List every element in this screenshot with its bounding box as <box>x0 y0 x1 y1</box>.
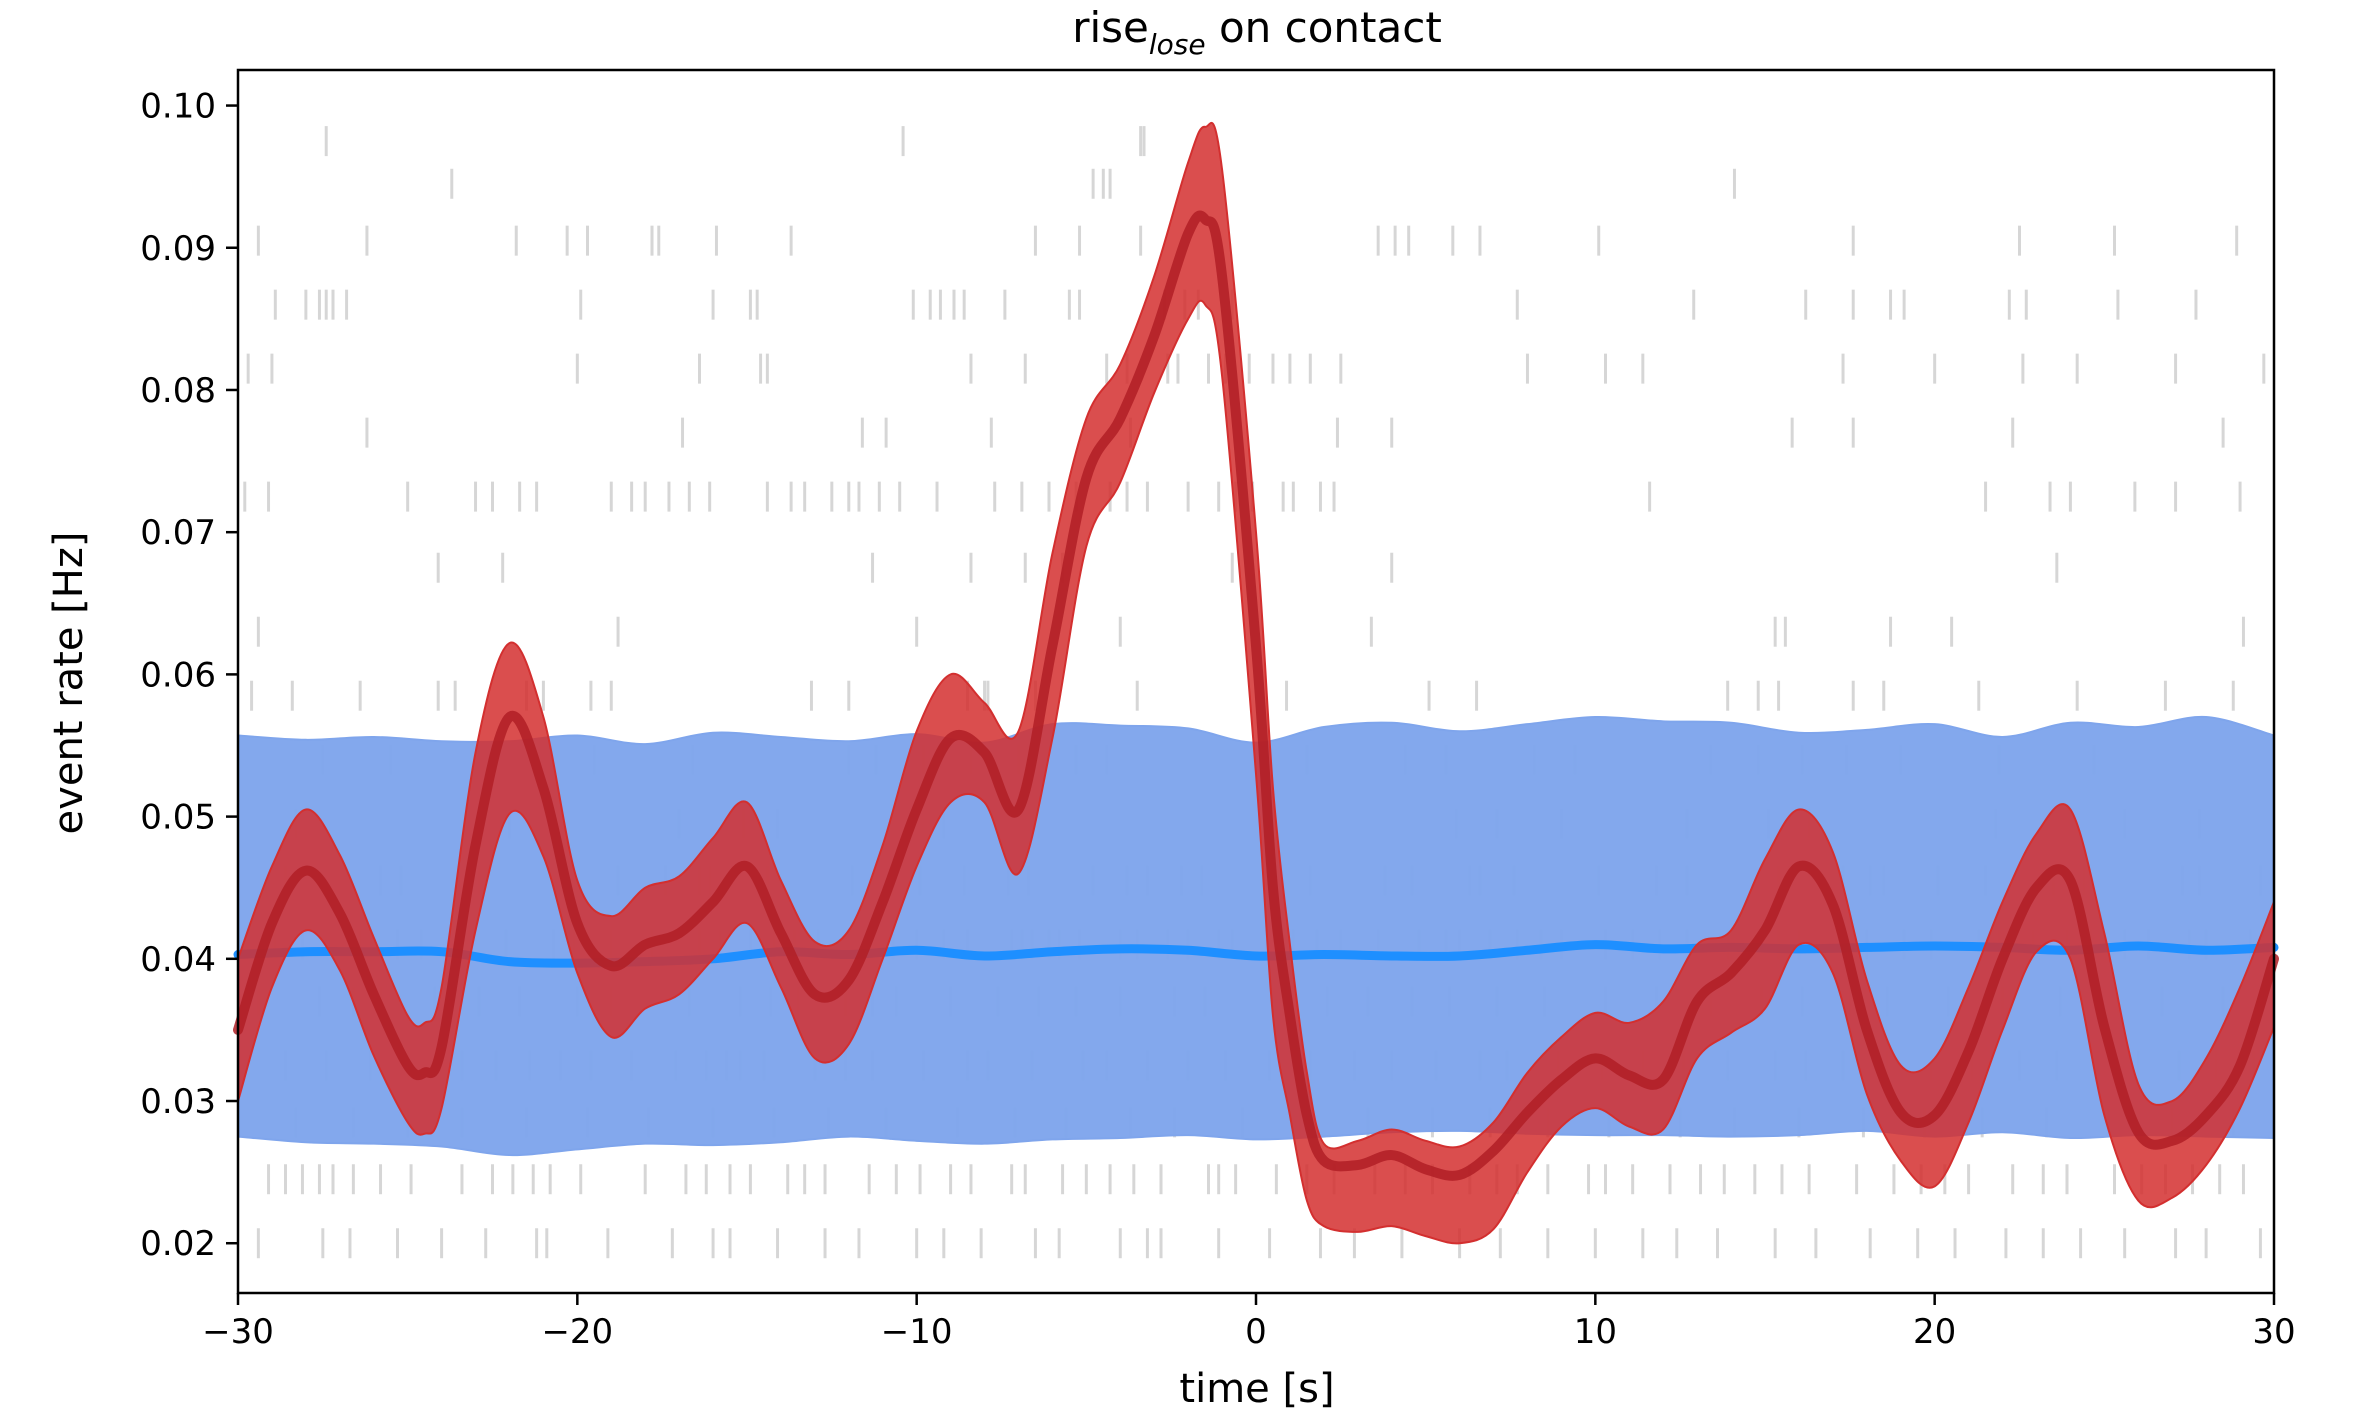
x-axis-label: time [s] <box>1179 1366 1334 1412</box>
y-tick-label: 0.08 <box>140 371 216 411</box>
y-axis: 0.02 0.03 0.04 0.05 0.06 0.07 0.08 0.09 0.10 <box>140 87 238 1264</box>
x-tick-label: 30 <box>2252 1312 2295 1352</box>
y-tick-label: 0.03 <box>140 1082 216 1122</box>
y-tick-label: 0.07 <box>140 513 216 553</box>
x-tick-label: 10 <box>1574 1312 1617 1352</box>
svg-text:riselose on contact: riselose on contact <box>1072 3 1442 61</box>
series-1-line <box>233 210 2279 1181</box>
x-tick-label: −10 <box>881 1312 953 1352</box>
chart-title: riselose on contact <box>1072 3 1442 61</box>
chart-title-subscript: lose <box>1149 28 1206 61</box>
y-tick-label: 0.04 <box>140 940 216 980</box>
y-axis-label: event rate [Hz] <box>46 532 92 835</box>
y-tick-label: 0.02 <box>140 1224 216 1264</box>
y-tick-label: 0.10 <box>140 87 216 127</box>
chart-title-main: rise <box>1072 3 1149 52</box>
x-tick-label: −30 <box>202 1312 274 1352</box>
x-tick-label: 20 <box>1913 1312 1956 1352</box>
y-tick-label: 0.09 <box>140 229 216 269</box>
x-tick-label: −20 <box>541 1312 613 1352</box>
y-tick-label: 0.06 <box>140 655 216 695</box>
series-layer <box>233 121 2279 1245</box>
x-axis: −30 −20 −10 0 10 20 30 <box>202 1293 2296 1352</box>
y-tick-label: 0.05 <box>140 798 216 838</box>
x-tick-label: 0 <box>1245 1312 1267 1352</box>
chart-title-suffix: on contact <box>1206 3 1442 52</box>
